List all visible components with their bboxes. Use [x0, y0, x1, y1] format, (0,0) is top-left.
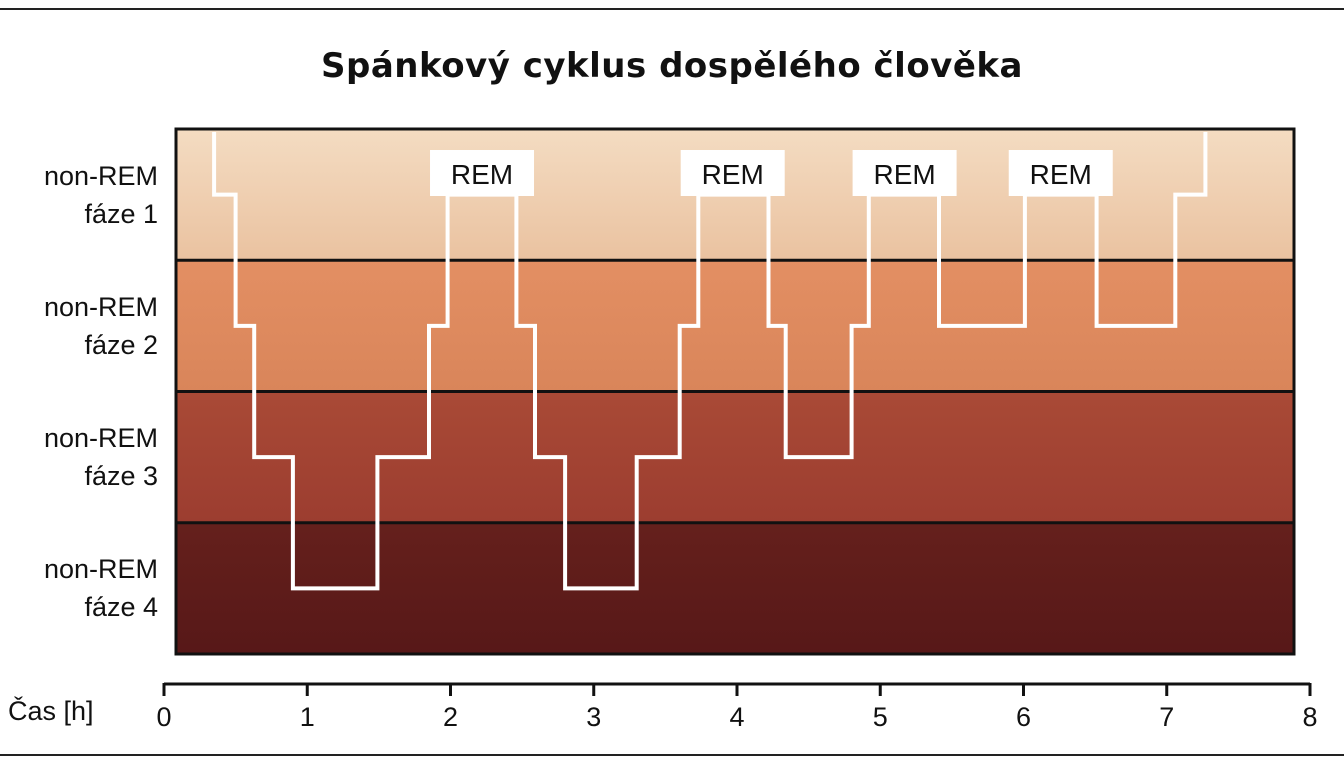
x-tick-label-5: 5	[873, 702, 888, 732]
rem-label-text: REM	[873, 159, 935, 190]
stage-band-3	[176, 391, 1294, 523]
x-tick-label-4: 4	[729, 702, 744, 732]
rem-label-1: REM	[430, 150, 535, 196]
x-tick-label-3: 3	[586, 702, 601, 732]
rem-label-box	[1008, 150, 1113, 196]
x-tick-label-8: 8	[1302, 702, 1317, 732]
x-tick-label-7: 7	[1159, 702, 1174, 732]
stage-label-line2: fáze 2	[84, 329, 158, 360]
stage-label-line2: fáze 4	[84, 592, 158, 623]
rem-label-box	[680, 150, 785, 196]
rem-label-box	[430, 150, 535, 196]
stage-label-line1: non-REM	[43, 291, 158, 322]
x-tick-label-1: 1	[300, 702, 315, 732]
stage-label-line1: non-REM	[43, 554, 158, 585]
stage-label-1: non-REM fáze 1	[0, 157, 158, 233]
stage-label-line1: non-REM	[43, 423, 158, 454]
x-tick-label-6: 6	[1016, 702, 1031, 732]
plot-border	[174, 127, 1296, 656]
stage-label-3: non-REM fáze 3	[0, 419, 158, 495]
figure-frame	[0, 8, 1344, 756]
stage-label-line2: fáze 3	[84, 461, 158, 492]
rem-label-box	[852, 150, 957, 196]
x-axis-label: Čas [h]	[8, 696, 94, 726]
rem-label-2: REM	[680, 150, 785, 196]
rem-label-4: REM	[1008, 150, 1113, 196]
rem-label-text: REM	[1030, 159, 1092, 190]
rem-label-3: REM	[852, 150, 957, 196]
stage-label-line1: non-REM	[43, 160, 158, 191]
stage-label-4: non-REM fáze 4	[0, 550, 158, 626]
rem-label-text: REM	[451, 159, 513, 190]
chart-title: Spánkový cyklus dospělého člověka	[321, 46, 1023, 86]
x-tick-label-2: 2	[443, 702, 458, 732]
hypnogram-line	[212, 132, 1208, 591]
rem-label-text: REM	[702, 159, 764, 190]
stage-label-2: non-REM fáze 2	[0, 288, 158, 364]
stage-label-line2: fáze 1	[84, 198, 158, 229]
x-tick-label-0: 0	[156, 702, 171, 732]
